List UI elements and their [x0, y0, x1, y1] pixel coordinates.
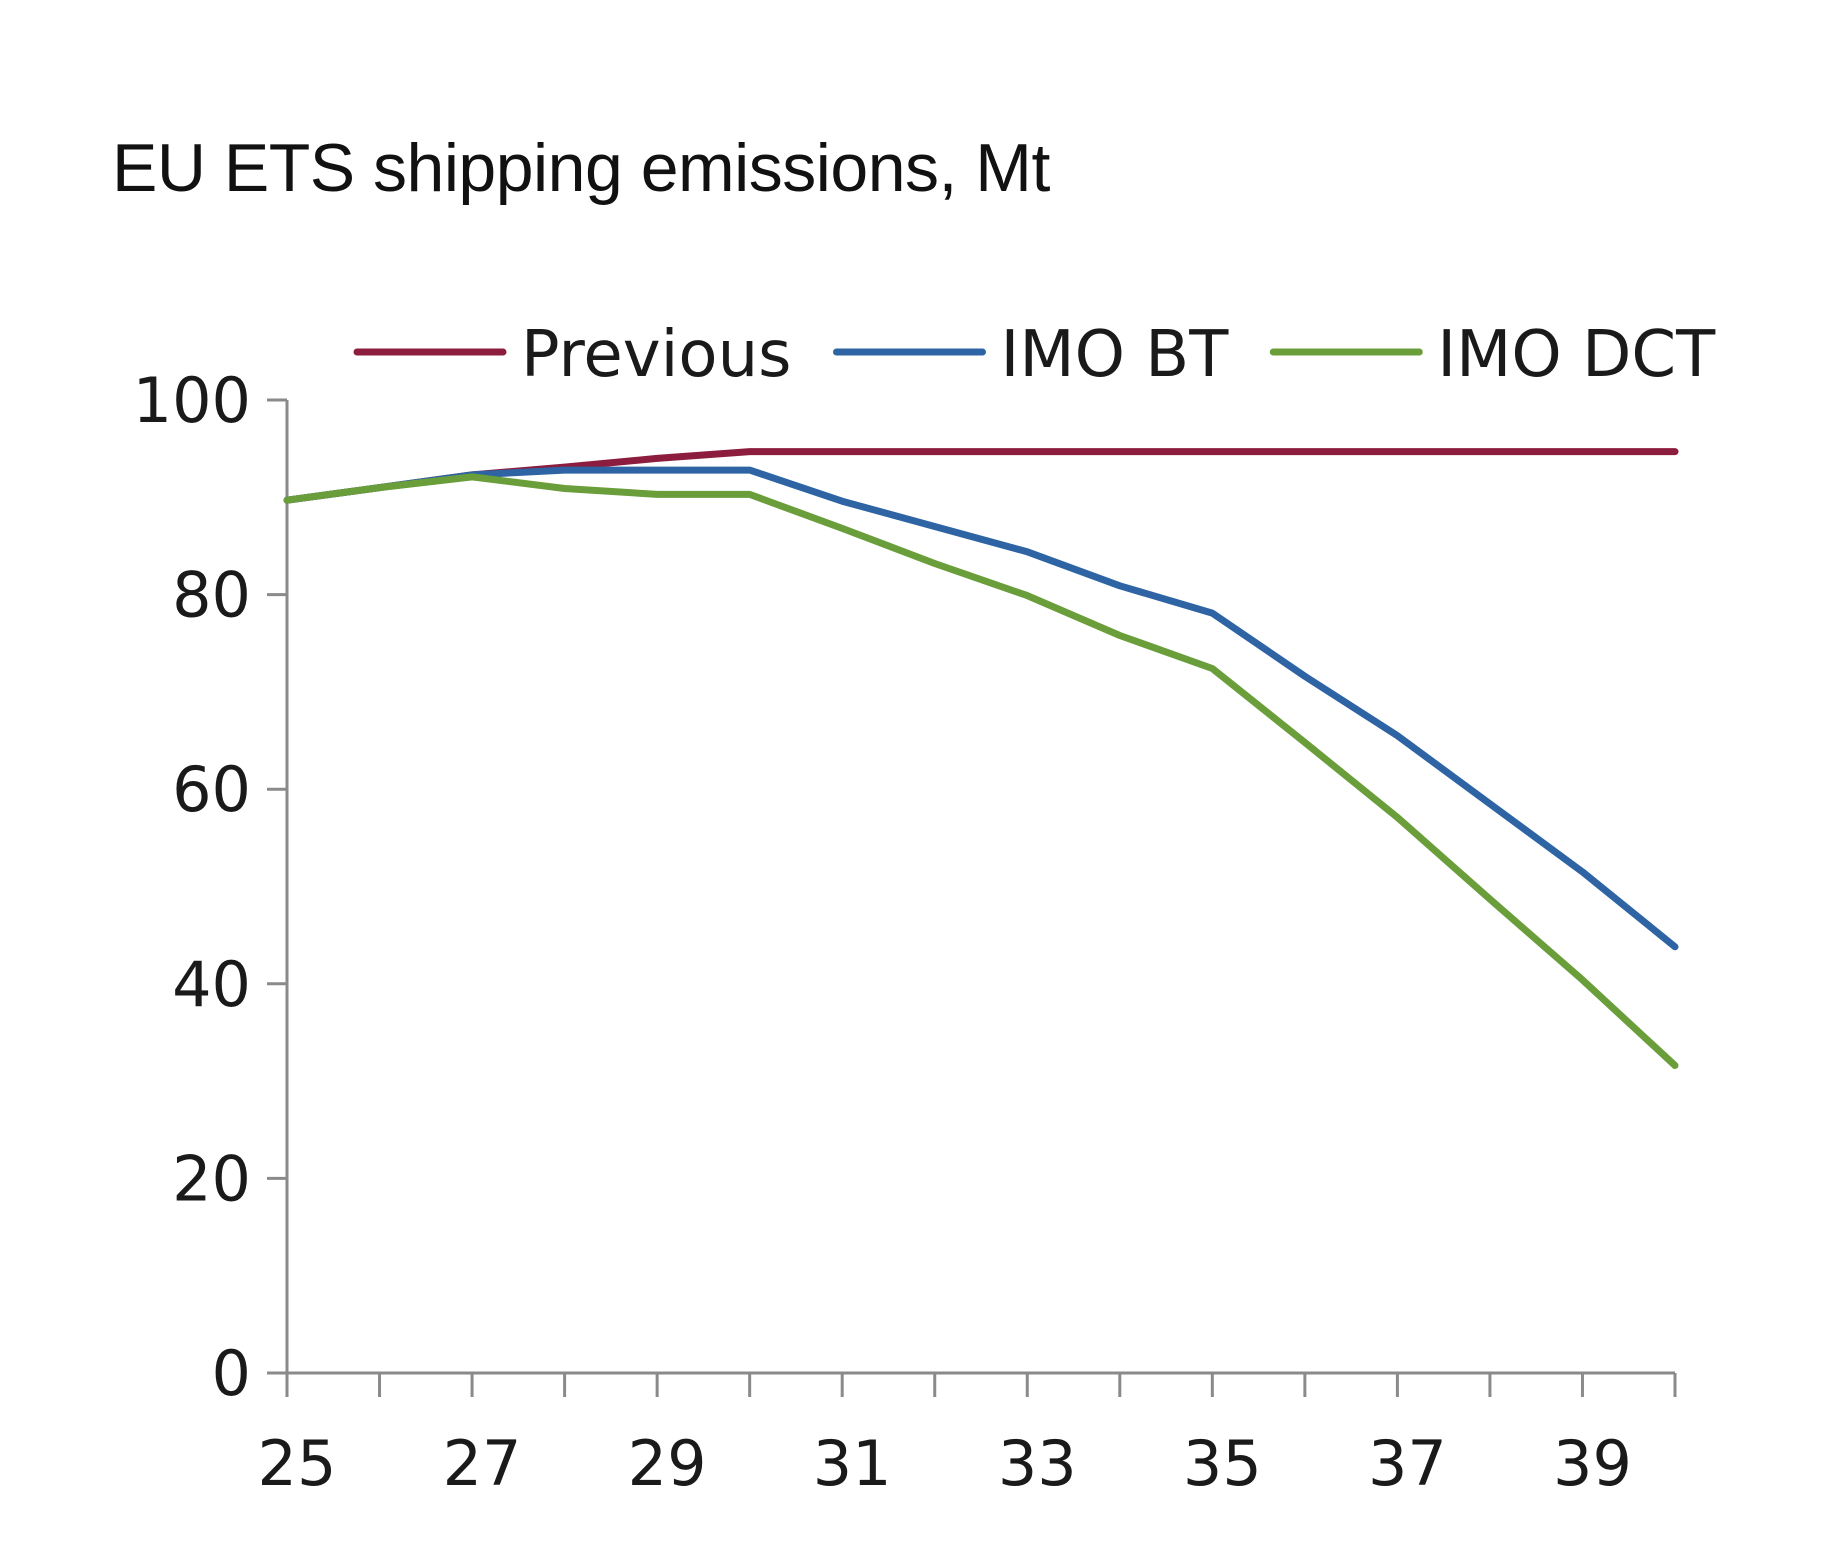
- x-tick-label: 39: [1553, 1427, 1632, 1500]
- chart-axes: 0 20 40 60 80 100 25 27 29 31 33 35 37 39: [133, 364, 1677, 1500]
- y-tick-label: 60: [172, 753, 251, 826]
- y-tick-label: 80: [172, 559, 251, 632]
- y-tick-label: 0: [212, 1337, 251, 1410]
- x-tick-label: 33: [998, 1427, 1077, 1500]
- series-line-imo-bt: [283, 466, 1679, 951]
- y-tick-label: 100: [133, 364, 251, 437]
- x-tick-label: 29: [628, 1427, 707, 1500]
- chart-series: [283, 448, 1679, 1069]
- x-tick-label: 25: [258, 1427, 337, 1500]
- legend-item-previous: Previous: [353, 318, 791, 392]
- x-tick-label: 35: [1183, 1427, 1262, 1500]
- y-tick-label: 40: [172, 948, 251, 1021]
- x-tick-label: 31: [813, 1427, 892, 1500]
- legend-item-imo-bt: IMO BT: [832, 318, 1229, 392]
- legend-label: IMO DCT: [1437, 318, 1716, 392]
- legend-label: IMO BT: [1000, 318, 1229, 392]
- legend-label: Previous: [521, 318, 791, 392]
- x-tick-label: 37: [1368, 1427, 1447, 1500]
- chart-legend: Previous IMO BT IMO DCT: [353, 318, 1716, 392]
- legend-item-imo-dct: IMO DCT: [1269, 318, 1716, 392]
- chart-title: EU ETS shipping emissions, Mt: [112, 130, 1050, 206]
- x-tick-label: 27: [443, 1427, 522, 1500]
- y-tick-label: 20: [172, 1142, 251, 1215]
- series-line-imo-dct: [283, 473, 1679, 1069]
